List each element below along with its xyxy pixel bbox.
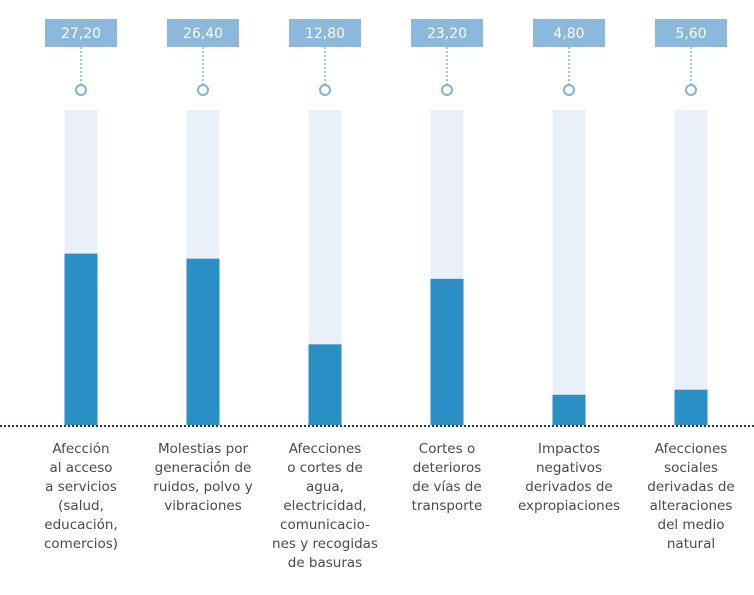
value-label-box xyxy=(45,19,117,47)
connector-dot xyxy=(197,84,209,96)
category-label: Impactos negativos derivados de expropia… xyxy=(517,441,621,514)
value-label: 5,60 xyxy=(675,26,706,42)
bar-track xyxy=(552,110,586,425)
bar xyxy=(308,344,342,425)
value-label: 26,40 xyxy=(183,26,223,42)
value-label-box xyxy=(411,19,483,47)
connector-dot xyxy=(563,84,575,96)
category-label: Afección al acceso a servicios (salud, e… xyxy=(43,441,119,552)
value-label-box xyxy=(289,19,361,47)
connector-dot xyxy=(319,84,331,96)
value-label: 12,80 xyxy=(305,26,345,42)
category-label: Molestias por generación de ruidos, polv… xyxy=(153,441,253,514)
connector-dot xyxy=(441,84,453,96)
category-label: Cortes o deterioros de vías de transport… xyxy=(411,441,483,514)
value-label-box xyxy=(167,19,239,47)
bar-track xyxy=(674,110,708,425)
connector-dot xyxy=(685,84,697,96)
bar xyxy=(430,278,464,425)
value-label-box xyxy=(655,19,727,47)
bar xyxy=(674,389,708,425)
category-label: Afecciones o cortes de agua, electricida… xyxy=(272,441,378,571)
bar xyxy=(186,258,220,425)
value-label: 4,80 xyxy=(553,26,584,42)
bar xyxy=(64,253,98,425)
value-label: 27,20 xyxy=(61,26,101,42)
value-label-box xyxy=(533,19,605,47)
value-label: 23,20 xyxy=(427,26,467,42)
connector-dot xyxy=(75,84,87,96)
bar xyxy=(552,394,586,425)
category-label: Afecciones sociales derivadas de alterac… xyxy=(647,441,735,552)
